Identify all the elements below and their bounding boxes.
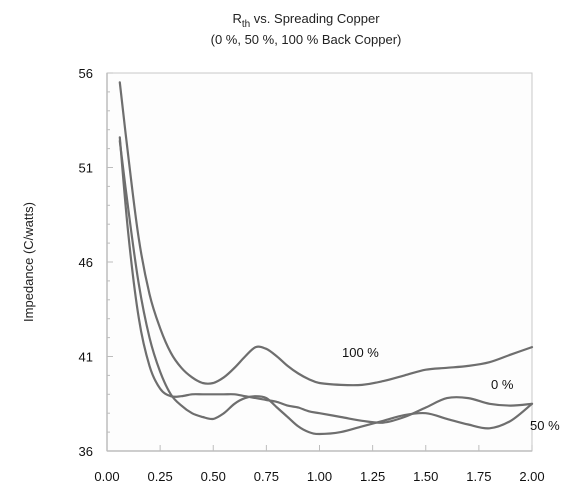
plot-area	[106, 72, 533, 452]
series-50-percent-line	[118, 139, 534, 436]
series-labels: 100 % 0 % 50 %	[342, 345, 560, 433]
y-ticks: 36 41 46 51 56	[79, 66, 113, 459]
series-100-percent-label: 100 %	[342, 345, 379, 360]
x-ticks: 0.00 0.25 0.50 0.75 1.00 1.25 1.50 1.75 2.00	[94, 445, 545, 484]
series-0-percent-label: 0 %	[491, 377, 514, 392]
y-tick-label: 56	[79, 66, 93, 81]
series-curves	[118, 81, 534, 436]
x-tick-label: 1.75	[466, 469, 491, 484]
x-tick-label: 0.00	[94, 469, 119, 484]
x-tick-label: 0.50	[201, 469, 226, 484]
x-tick-label: 2.00	[519, 469, 544, 484]
chart-title-base: R	[232, 11, 241, 26]
x-tick-label: 0.75	[254, 469, 279, 484]
chart-title-subscript: th	[242, 19, 250, 30]
x-tick-label: 0.25	[147, 469, 172, 484]
chart-title: Rth vs. Spreading Copper	[232, 11, 380, 30]
series-50-percent-label: 50 %	[530, 418, 560, 433]
y-tick-label: 36	[79, 444, 93, 459]
chart-title-rest: vs. Spreading Copper	[250, 11, 380, 26]
y-tick-label: 46	[79, 255, 93, 270]
y-axis-label: Impedance (C/watts)	[21, 202, 36, 322]
x-tick-label: 1.50	[413, 469, 438, 484]
chart-subtitle: (0 %, 50 %, 100 % Back Copper)	[211, 32, 402, 47]
x-tick-label: 1.25	[360, 469, 385, 484]
y-tick-label: 51	[79, 161, 93, 176]
y-tick-label: 41	[79, 350, 93, 365]
series-100-percent-line	[118, 81, 534, 387]
x-tick-label: 1.00	[307, 469, 332, 484]
